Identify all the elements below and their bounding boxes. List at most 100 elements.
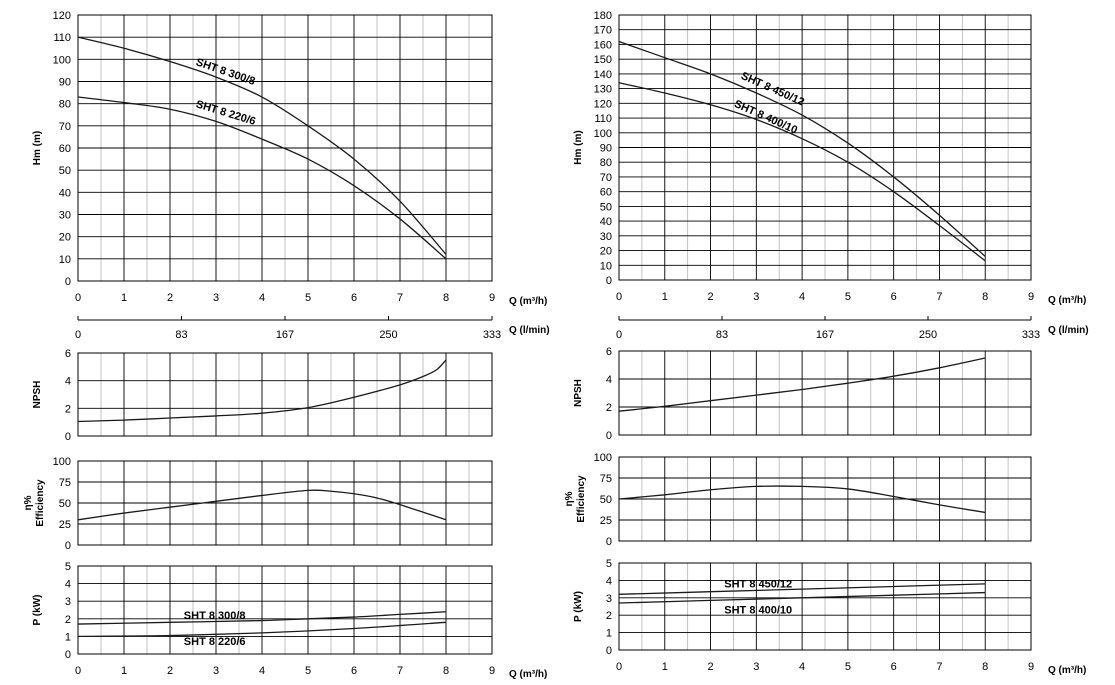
secondary-x-tick-label: 83: [716, 329, 728, 341]
y-tick-label: 110: [594, 113, 612, 125]
right-lmin-axis: 0 83 167 250 333 Q (l/min): [616, 316, 1089, 341]
y-tick-label: 90: [600, 143, 612, 155]
y-tick-label: 3: [606, 593, 612, 605]
series-line: [618, 583, 986, 595]
x-tick-label: 6: [891, 291, 897, 303]
x-tick-label: 4: [259, 665, 265, 677]
y-tick-label: 0: [65, 649, 71, 661]
y-axis-label-secondary: Efficiency: [576, 475, 587, 523]
y-tick-label: 30: [600, 231, 612, 243]
y-tick-label: 60: [600, 187, 612, 199]
series-line: [77, 611, 447, 625]
y-tick-label: 100: [594, 452, 612, 464]
x-tick-label: 6: [351, 665, 357, 677]
y-tick-label: 80: [59, 99, 71, 111]
x-tick-label: 3: [753, 291, 759, 303]
y-tick-label: 60: [59, 143, 71, 155]
secondary-x-tick-label: 333: [483, 329, 501, 341]
y-axis-label-secondary: Efficiency: [35, 479, 46, 527]
y-tick-label: 50: [600, 201, 612, 213]
x-tick-label: 0: [616, 661, 622, 673]
x-tick-label: 8: [443, 665, 449, 677]
y-tick-label: 0: [606, 275, 612, 287]
y-tick-label: 20: [600, 246, 612, 258]
y-tick-label: 100: [594, 128, 612, 140]
x-axis-label: Q (m³/h): [509, 296, 547, 307]
x-tick-label: 9: [489, 292, 495, 304]
plot-frame: [77, 352, 493, 437]
y-tick-label: 5: [65, 561, 71, 573]
secondary-x-tick-label: 83: [175, 329, 187, 341]
plot-frame: [77, 14, 493, 282]
x-axis-label: Q (m³/h): [1048, 665, 1086, 676]
series-line: [618, 40, 986, 257]
y-tick-label: 4: [606, 374, 612, 386]
x-tick-label: 0: [616, 291, 622, 303]
y-axis-label: Hm (m): [32, 131, 43, 165]
x-tick-label: 8: [982, 661, 988, 673]
plot-frame: [618, 562, 1032, 651]
y-tick-label: 50: [59, 165, 71, 177]
y-tick-label: 120: [53, 10, 71, 22]
y-axis-label: Hm (m): [573, 130, 584, 164]
y-tick-label: 50: [59, 498, 71, 510]
series-line: [77, 96, 447, 260]
y-tick-label: 4: [65, 579, 71, 591]
plot-frame: [77, 460, 493, 546]
x-tick-label: 2: [167, 292, 173, 304]
secondary-x-tick-label: 333: [1022, 329, 1040, 341]
y-tick-label: 0: [606, 536, 612, 548]
y-tick-label: 0: [606, 430, 612, 442]
right-eff-chart: 0 25 50 75 100 η% Efficiency: [564, 452, 1032, 548]
series-line: [618, 82, 986, 262]
x-axis-label: Q (m³/h): [509, 669, 547, 680]
y-tick-label: 10: [600, 260, 612, 272]
x-tick-label: 4: [259, 292, 265, 304]
x-tick-label: 0: [75, 292, 81, 304]
x-tick-label: 1: [121, 665, 127, 677]
y-tick-label: 100: [53, 54, 71, 66]
y-tick-label: 2: [65, 403, 71, 415]
y-tick-label: 30: [59, 210, 71, 222]
x-tick-label: 5: [305, 292, 311, 304]
y-axis-label: P (kW): [32, 595, 43, 626]
secondary-x-tick-label: 0: [616, 329, 622, 341]
y-tick-label: 0: [606, 645, 612, 657]
y-tick-label: 70: [600, 172, 612, 184]
y-tick-label: 3: [65, 596, 71, 608]
y-tick-label: 2: [606, 610, 612, 622]
x-axis-label: Q (m³/h): [1048, 295, 1086, 306]
y-tick-label: 25: [59, 519, 71, 531]
x-tick-label: 5: [845, 661, 851, 673]
secondary-x-tick-label: 167: [816, 329, 834, 341]
x-tick-label: 1: [662, 291, 668, 303]
y-tick-label: 50: [600, 494, 612, 506]
y-tick-label: 40: [600, 216, 612, 228]
x-tick-label: 2: [707, 291, 713, 303]
series-label: SHT 8 220/6: [194, 98, 257, 128]
y-axis-label: η%: [564, 491, 575, 506]
y-tick-label: 2: [606, 402, 612, 414]
y-tick-label: 110: [53, 32, 71, 44]
y-tick-label: 0: [65, 276, 71, 288]
x-tick-label: 2: [167, 665, 173, 677]
left-lmin-axis: 0 83 167 250 333 Q (l/min): [75, 316, 550, 341]
secondary-x-tick-label: 0: [75, 329, 81, 341]
series-line: [77, 359, 447, 423]
x-tick-label: 9: [489, 665, 495, 677]
right-npsh-chart: 0 2 4 6 NPSH: [573, 346, 1032, 442]
x-tick-label: 3: [213, 665, 219, 677]
x-tick-label: 8: [443, 292, 449, 304]
secondary-x-tick-label: 250: [379, 329, 397, 341]
x-tick-label: 6: [891, 661, 897, 673]
x-tick-label: 5: [845, 291, 851, 303]
left-npsh-chart: 0 2 4 6 NPSH: [32, 348, 493, 443]
y-tick-label: 1: [606, 628, 612, 640]
y-tick-label: 5: [606, 558, 612, 570]
y-tick-label: 0: [65, 540, 71, 552]
y-tick-label: 160: [594, 39, 612, 51]
plot-frame: [77, 565, 493, 655]
series-line: [618, 591, 986, 604]
y-axis-label: η%: [23, 495, 34, 510]
